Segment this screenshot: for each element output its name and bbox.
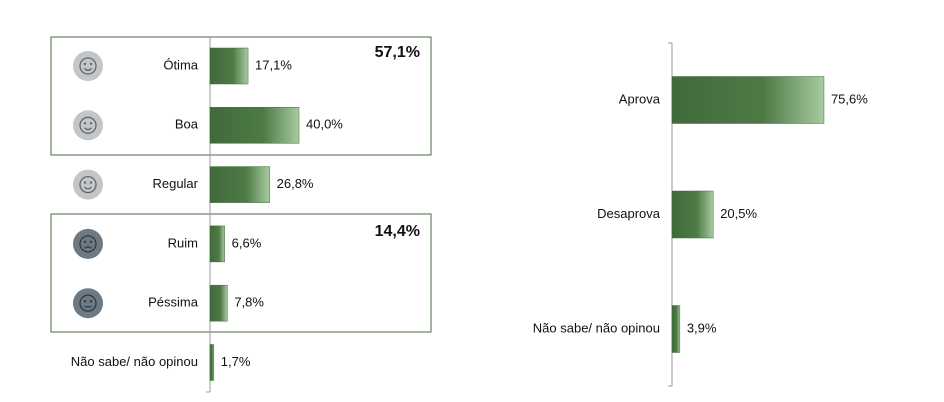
icon: [83, 122, 87, 125]
value-label: 3,9%: [687, 320, 717, 335]
value-label: 26,8%: [277, 176, 314, 191]
icon: [73, 110, 103, 141]
right-axis: [668, 42, 673, 387]
icon: [73, 288, 103, 319]
category-label: Regular: [152, 176, 198, 191]
category-label: Aprova: [619, 91, 661, 106]
bar: [671, 190, 714, 239]
bar: [209, 284, 228, 322]
bar: [209, 107, 300, 144]
bar: [209, 225, 225, 263]
icon: [89, 62, 93, 66]
icon: [73, 228, 103, 259]
value-label: 6,6%: [232, 235, 262, 250]
icon: [84, 186, 92, 190]
value-label: 75,6%: [831, 91, 868, 106]
icon: [79, 175, 97, 194]
left-axis: [206, 37, 211, 393]
icon: [79, 116, 97, 134]
category-label: Ruim: [168, 235, 198, 250]
category-label: Não sabe/ não opinou: [71, 354, 198, 369]
value-label: 17,1%: [255, 57, 292, 72]
category-label: Desaprova: [597, 206, 661, 221]
icon: [83, 181, 87, 184]
bar: [209, 344, 215, 381]
icon: [73, 51, 103, 81]
icon: [83, 240, 87, 244]
annotation: 57,1%: [375, 44, 420, 61]
value-label: 1,7%: [221, 354, 251, 369]
icon: [89, 122, 93, 125]
bar: [671, 305, 681, 353]
value-label: 20,5%: [720, 206, 757, 221]
group-box: [50, 36, 432, 156]
icon: [79, 294, 97, 312]
icon: [84, 246, 92, 249]
category-label: Ótima: [163, 57, 198, 72]
icon: [83, 62, 87, 66]
icon: [89, 240, 93, 244]
bar: [671, 76, 825, 124]
group-box: [50, 213, 432, 333]
icon: [84, 127, 92, 131]
category-label: Péssima: [148, 295, 199, 310]
icon: [84, 68, 92, 71]
icon: [89, 181, 93, 184]
category-label: Não sabe/ não opinou: [533, 320, 660, 335]
icon: [83, 300, 87, 303]
value-label: 40,0%: [306, 117, 343, 132]
icon: [79, 235, 97, 253]
category-label: Boa: [175, 117, 199, 132]
value-label: 7,8%: [234, 295, 264, 310]
icon: [73, 169, 103, 200]
annotation: 14,4%: [375, 223, 420, 240]
bar: [209, 166, 270, 203]
icon: [79, 57, 97, 75]
icon: [89, 300, 93, 303]
bar: [209, 47, 249, 85]
